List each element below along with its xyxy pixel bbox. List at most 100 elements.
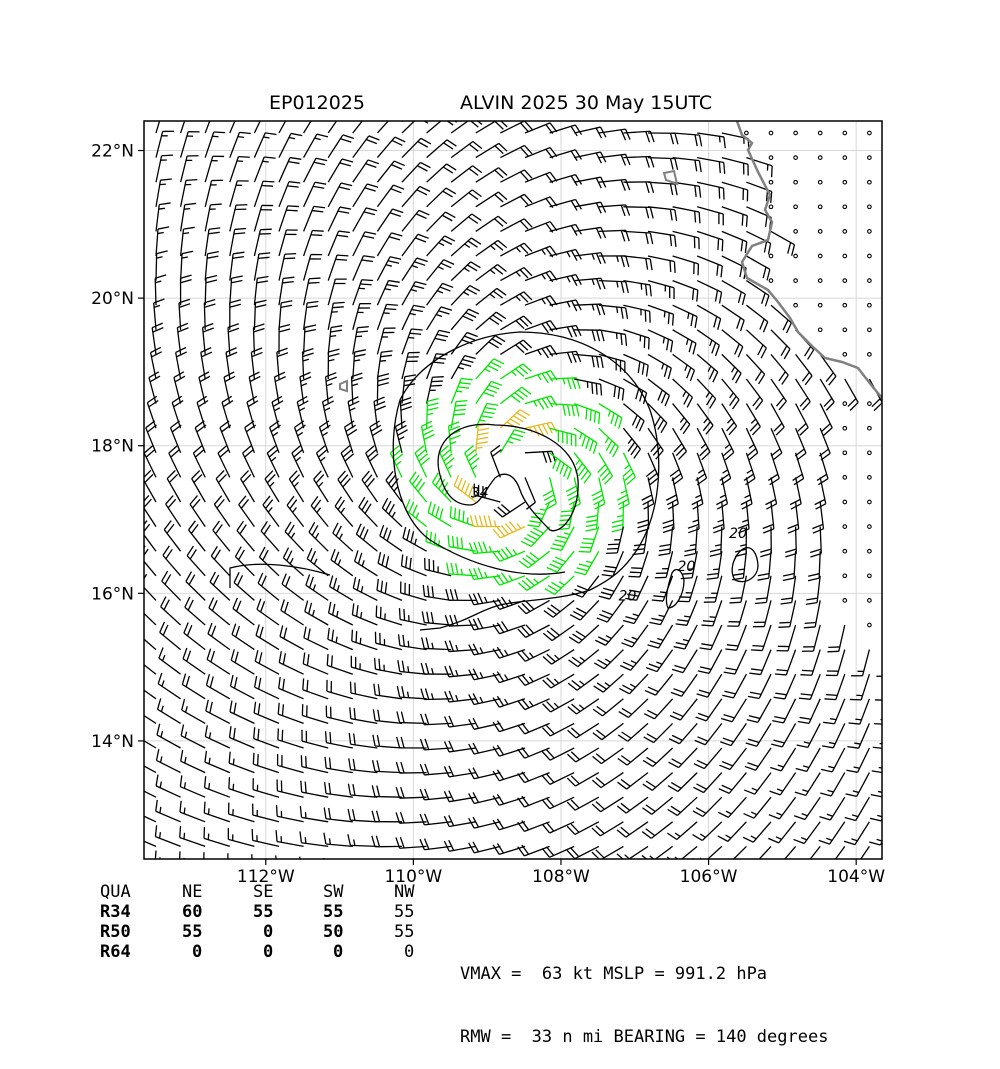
wind-barb (722, 281, 745, 305)
calm-land-point (818, 279, 822, 283)
wind-barb (155, 851, 180, 871)
wind-barb (267, 446, 279, 478)
wind-barb (230, 157, 250, 183)
wind-barb (205, 156, 224, 182)
wind-barb (451, 117, 482, 133)
wind-barb (768, 846, 796, 867)
wind-barb (493, 745, 525, 756)
wind-barb (139, 546, 156, 576)
wind-barb (230, 132, 251, 157)
wind-barb (259, 547, 279, 576)
wind-barb (491, 445, 502, 477)
wind-barb (181, 156, 199, 182)
wind-barb (451, 356, 475, 379)
wind-barb (744, 773, 771, 795)
wind-barb (493, 696, 525, 707)
wind-barb (722, 674, 746, 698)
wind-barb (700, 625, 722, 650)
calm-land-point (868, 180, 872, 184)
wind-barb (727, 600, 746, 626)
wind-barb (204, 827, 230, 846)
wind-barb (213, 521, 230, 551)
wind-barb (673, 256, 699, 275)
wind-barb (146, 421, 157, 453)
wind-barb (210, 572, 230, 601)
wind-barb (341, 446, 354, 478)
wind-barb (172, 396, 183, 428)
row-label: R34 (100, 902, 131, 922)
wind-barb (451, 332, 477, 354)
wind-barb (619, 699, 648, 718)
calm-land-point (892, 131, 896, 135)
wind-barb (251, 348, 262, 379)
wind-barb (493, 573, 525, 585)
wind-barb (500, 268, 532, 281)
wind-barb (234, 572, 254, 600)
wind-barb (720, 453, 731, 485)
wind-barb (182, 699, 205, 723)
wind-barb (693, 773, 721, 793)
wind-barb (623, 182, 653, 193)
wind-barb (724, 650, 747, 674)
wind-barb (849, 699, 870, 724)
wind-barb (845, 797, 870, 820)
wind-barb (648, 404, 667, 433)
wind-barb (451, 286, 480, 306)
wind-barb (755, 576, 771, 604)
calm-land-point (843, 476, 847, 480)
radius-value: 55 (253, 902, 273, 922)
wind-barb (403, 527, 427, 551)
wind-barb (351, 656, 377, 674)
wind-barb (751, 625, 771, 651)
wind-barb (328, 135, 354, 158)
wind-barb (205, 132, 225, 158)
wind-barb (746, 305, 767, 332)
wind-barb (668, 773, 697, 792)
wind-barb (326, 706, 353, 724)
wind-barb (717, 846, 746, 865)
wind-barb (304, 158, 328, 182)
calm-land-point (892, 549, 896, 553)
wind-barb (377, 304, 397, 329)
wind-barb (402, 282, 426, 305)
wind-barb (667, 822, 697, 840)
wind-barb (440, 446, 454, 478)
wind-barb (493, 794, 525, 805)
wind-barb (205, 204, 222, 231)
wind-barb (377, 257, 401, 281)
lat-tick-label: 22°N (91, 142, 134, 162)
calm-land-point (868, 205, 872, 209)
wind-barb (256, 624, 279, 649)
wind-barb (818, 846, 845, 868)
wind-barb (328, 628, 353, 650)
wind-barb (574, 428, 597, 453)
radius-value: 0 (404, 942, 414, 962)
wind-barb (204, 852, 230, 871)
wind-barb (304, 230, 324, 256)
lat-tick-label: 18°N (91, 437, 134, 457)
wind-barb (593, 748, 624, 764)
wind-barb (599, 180, 630, 191)
wind-barb (230, 726, 255, 748)
wind-barb (518, 772, 550, 783)
wind-barb (206, 674, 229, 699)
wind-barb (720, 723, 746, 745)
wind-barb (774, 674, 796, 699)
wind-barb (163, 546, 181, 576)
calm-land-point (868, 500, 872, 504)
wind-barb (827, 625, 844, 652)
wind-barb (226, 348, 237, 379)
wind-barb (254, 181, 274, 207)
calm-land-point (769, 180, 773, 184)
wind-barb (279, 182, 300, 207)
rmw-bearing-line: RMW = 33 n mi BEARING = 140 degrees (460, 1027, 828, 1048)
wind-barb (338, 471, 353, 502)
wind-barb (648, 305, 673, 325)
wind-barb (420, 789, 451, 800)
wind-barb (771, 723, 795, 746)
wind-barb (444, 766, 475, 777)
wind-barb (722, 404, 737, 435)
wind-barb (169, 446, 181, 478)
calm-land-point (794, 230, 798, 234)
wind-barb (655, 551, 673, 578)
